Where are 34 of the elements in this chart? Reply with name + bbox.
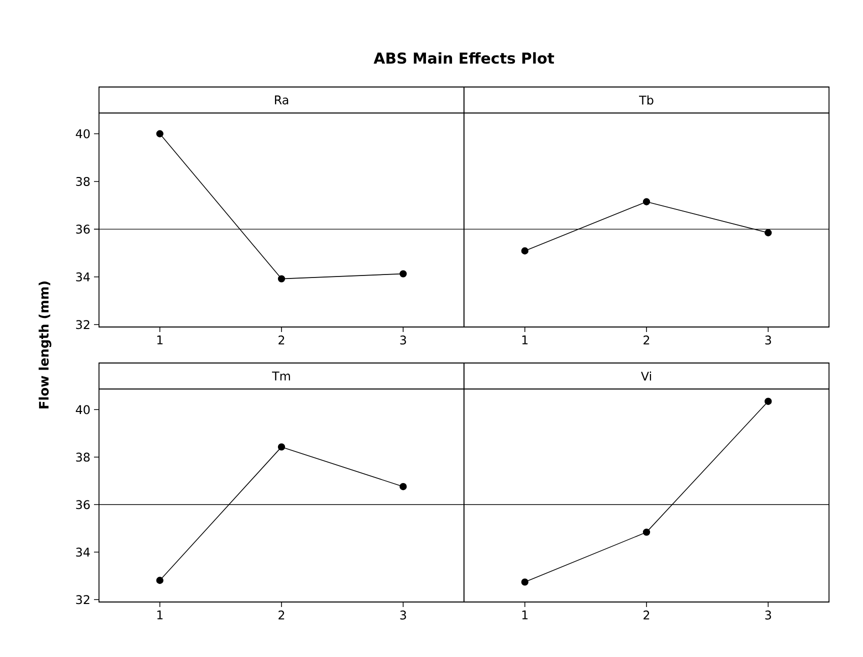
chart-subtitle: Ra: [274, 96, 288, 104]
x-tick-label: 3: [400, 336, 406, 345]
x-tick-label: 1: [522, 336, 528, 344]
x-tick-label: 1: [157, 610, 163, 620]
y-tick-label: 34: [76, 272, 90, 282]
point: [278, 443, 286, 451]
x-tick-label: 2: [644, 610, 650, 620]
chart-title: ABS Main Effects Plot: [374, 52, 554, 64]
y-tick-label: 32: [76, 320, 90, 330]
point: [400, 483, 407, 490]
point: [156, 576, 164, 584]
x-tick-label: 3: [765, 336, 772, 345]
point: [400, 270, 407, 278]
y-tick-label: 36: [76, 224, 90, 234]
x-tick-label: 3: [765, 610, 772, 620]
y-tick-label: 40: [76, 405, 90, 414]
x-tick-label: 2: [278, 610, 284, 620]
chart-subtitle: Tb: [639, 95, 654, 105]
x-tick-label: 1: [522, 610, 528, 620]
point: [278, 275, 286, 282]
y-tick-label: 40: [76, 129, 90, 138]
y-tick-label: 38: [76, 176, 90, 186]
x-tick-label: 3: [400, 610, 406, 620]
x-tick-label: 2: [644, 336, 650, 344]
point: [156, 130, 164, 138]
x-tick-label: 2: [278, 336, 284, 344]
chart-subtitle: Vi: [640, 371, 652, 381]
y-tick-label: 34: [76, 548, 90, 557]
x-tick-label: 1: [157, 336, 163, 344]
chart-subtitle: Tm: [272, 372, 290, 380]
y-tick-label: 38: [76, 452, 90, 462]
y-tick-label: 32: [76, 595, 90, 604]
y-axis-title: Flow length (mm): [38, 282, 52, 408]
y-tick-label: 36: [76, 500, 90, 510]
